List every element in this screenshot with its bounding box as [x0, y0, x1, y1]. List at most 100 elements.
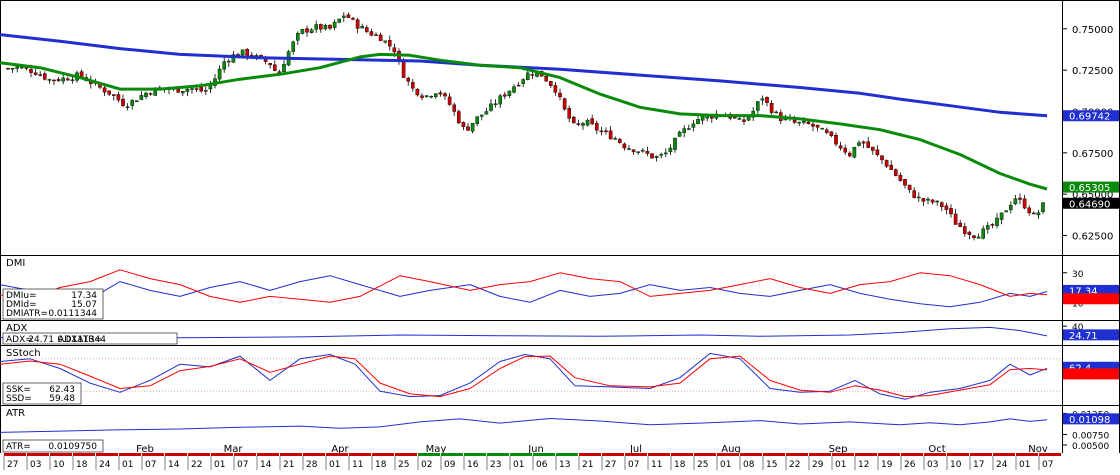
- candle-up: [852, 146, 857, 158]
- day-label: 11: [352, 460, 363, 470]
- readout-value: 0.0111344: [48, 309, 97, 319]
- candle-down: [949, 208, 953, 215]
- candle-up: [687, 128, 691, 130]
- axis-color-bar: [947, 453, 969, 456]
- candle-down: [549, 81, 553, 86]
- axis-color-bar: [993, 453, 1015, 456]
- readout-value: 15.07: [71, 300, 97, 310]
- month-label: Oct: [928, 444, 945, 455]
- candle-up: [125, 106, 130, 108]
- axis-color-bar: [1016, 453, 1038, 456]
- candle-down: [194, 88, 199, 90]
- candle-up: [296, 32, 300, 41]
- readout-label: ATR=: [6, 442, 31, 452]
- day-label: 22: [789, 460, 800, 470]
- candle-down: [245, 49, 250, 57]
- axis-color-bar: [671, 453, 693, 456]
- day-label: 17: [973, 460, 984, 470]
- candle-down: [829, 131, 834, 136]
- candle-up: [10, 68, 15, 70]
- candle-down: [792, 119, 797, 123]
- candle-up: [300, 29, 305, 34]
- axis-color-bar: [142, 453, 164, 456]
- candle-down: [346, 14, 351, 18]
- candle-up: [226, 60, 231, 63]
- candle-up: [976, 236, 981, 239]
- day-label: 03: [30, 460, 41, 470]
- series-sstoch-1: [0, 355, 1048, 398]
- readout-box-dmi: [2, 288, 104, 320]
- month-label: Jul: [629, 444, 642, 455]
- candle-down: [466, 126, 470, 131]
- candle-down: [604, 130, 608, 132]
- candle-up: [737, 118, 742, 120]
- candle-down: [148, 93, 153, 95]
- candle-down: [65, 78, 70, 81]
- candle-down: [645, 151, 650, 154]
- day-label: 07: [1042, 460, 1053, 470]
- axis-color-bar: [280, 453, 302, 456]
- day-label: 01: [122, 460, 133, 470]
- day-label: 01: [329, 460, 340, 470]
- day-label: 06: [536, 460, 548, 470]
- readout-value: 0.0109750: [48, 442, 97, 452]
- candle-up: [470, 122, 475, 132]
- candle-down: [111, 94, 116, 96]
- axis-color-bar: [234, 453, 256, 456]
- candle-down: [567, 108, 571, 119]
- day-label: 16: [467, 460, 479, 470]
- indicator-badge-adx-0-bg: [1063, 329, 1119, 341]
- day-label: 18: [674, 460, 686, 470]
- price-badge-1-bg: [1063, 181, 1119, 193]
- day-label: 01: [214, 460, 225, 470]
- axis-color-bar: [533, 453, 555, 456]
- candle-up: [802, 121, 806, 123]
- candle-up: [664, 152, 668, 155]
- readout-label: SSD=: [6, 394, 32, 404]
- candle-up: [217, 68, 222, 80]
- candle-up: [180, 90, 185, 94]
- candle-up: [47, 79, 52, 81]
- candle-up: [627, 148, 631, 150]
- day-label: 18: [375, 460, 387, 470]
- candle-down: [894, 169, 898, 176]
- day-label: 23: [490, 460, 501, 470]
- candle-down: [443, 93, 447, 97]
- axis-color-bar: [901, 453, 923, 456]
- month-label: Mar: [224, 444, 244, 455]
- candle-down: [903, 179, 907, 186]
- candle-down: [544, 75, 548, 82]
- moving-average-green: [0, 52, 1048, 191]
- indicator-badge-sstoch-0-bg: [1063, 361, 1119, 373]
- panel-title-sstoch: SStoch: [6, 348, 41, 359]
- readout-box-atr: [2, 439, 104, 453]
- candle-up: [659, 154, 663, 156]
- price-tick-label: 0.62500: [1072, 231, 1113, 242]
- axis-color-bar: [50, 453, 72, 456]
- price-tick-label: 0.67500: [1072, 149, 1113, 160]
- day-label: 18: [76, 460, 88, 470]
- candle-up: [240, 49, 245, 56]
- readout-label: DMId=: [6, 300, 37, 310]
- panel-title-adx: ADX: [6, 323, 28, 334]
- candle-up: [15, 66, 20, 69]
- candle-down: [815, 124, 820, 128]
- candle-down: [415, 88, 420, 96]
- candle-down: [650, 153, 654, 159]
- candle-up: [581, 123, 585, 126]
- candle-down: [24, 67, 29, 69]
- candle-down: [953, 213, 958, 225]
- candle-down: [618, 138, 622, 144]
- candle-up: [434, 93, 438, 97]
- axis-color-bar: [786, 453, 808, 456]
- candle-down: [530, 74, 535, 76]
- axis-color-bar: [556, 453, 578, 456]
- indicator-badge-adx-0-text: 24.71: [1069, 331, 1098, 342]
- month-label: Aug: [721, 444, 741, 455]
- candle-up: [986, 225, 990, 230]
- axis-color-bar: [487, 453, 509, 456]
- day-label: 21: [283, 460, 294, 470]
- panel-title-atr: ATR: [6, 408, 25, 419]
- readout-value: 17.34: [71, 291, 97, 301]
- candle-down: [889, 164, 893, 170]
